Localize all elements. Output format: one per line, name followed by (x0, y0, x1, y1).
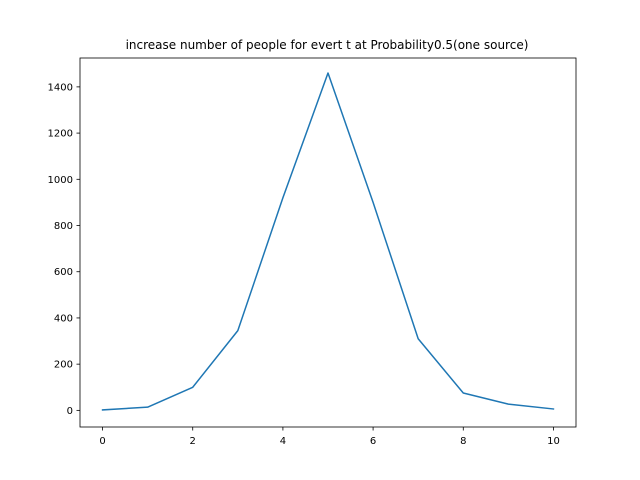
series-line (101, 72, 555, 411)
x-tick-label: 6 (370, 436, 376, 447)
y-tick-label: 1000 (48, 175, 73, 186)
y-tick-label: 1400 (48, 82, 73, 93)
x-tick-label: 0 (99, 436, 105, 447)
x-axis: 0 2 4 6 8 10 (99, 427, 560, 447)
x-tick-label: 10 (547, 436, 560, 447)
y-tick-label: 1200 (48, 129, 73, 140)
y-tick-label: 400 (54, 313, 73, 324)
y-tick-label: 800 (54, 221, 73, 232)
chart-title: increase number of people for evert t at… (126, 38, 529, 52)
y-tick-label: 0 (67, 406, 73, 417)
y-tick-label: 200 (54, 360, 73, 371)
x-tick-label: 2 (190, 436, 196, 447)
y-tick-label: 600 (54, 267, 73, 278)
plot-frame (79, 57, 577, 428)
x-tick-label: 8 (460, 436, 466, 447)
y-axis: 0 200 400 600 800 1000 1200 1400 (48, 82, 80, 417)
series-group (101, 72, 555, 411)
x-tick-label: 4 (280, 436, 286, 447)
